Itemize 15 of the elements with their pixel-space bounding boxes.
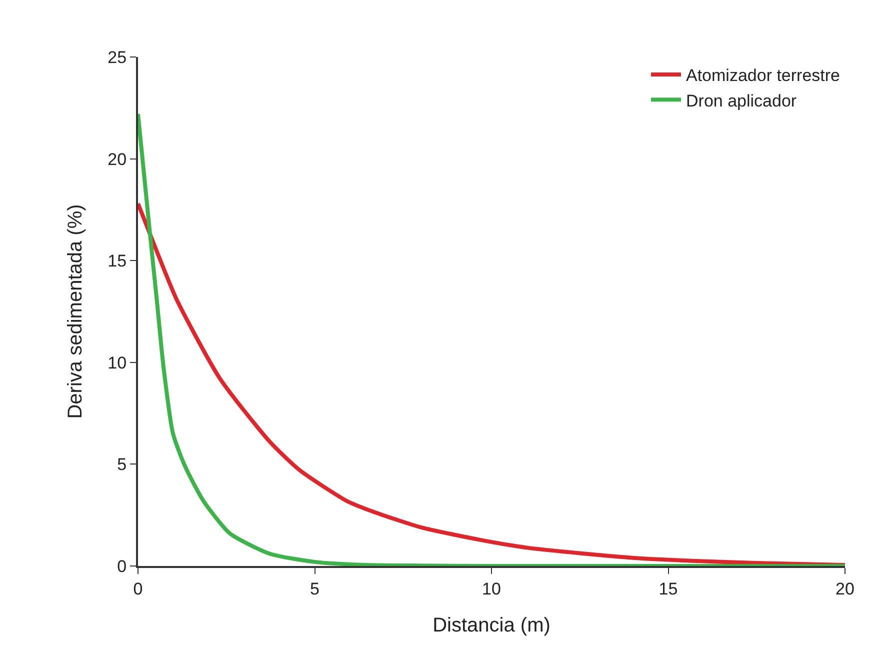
y-tick-label: 10 bbox=[108, 353, 127, 372]
y-tick-label: 20 bbox=[108, 150, 127, 169]
legend-label: Dron aplicador bbox=[686, 91, 797, 110]
y-tick-label: 25 bbox=[108, 48, 127, 67]
x-tick-label: 15 bbox=[658, 579, 678, 598]
x-tick-label: 10 bbox=[482, 579, 501, 598]
legend-label: Atomizador terrestre bbox=[686, 66, 840, 86]
y-axis-title: Deriva sedimentada (%) bbox=[64, 204, 87, 419]
x-axis-title: Distancia (m) bbox=[432, 614, 550, 636]
x-tick-label: 5 bbox=[310, 579, 320, 598]
y-tick-label: 0 bbox=[117, 556, 127, 576]
y-tick-label: 15 bbox=[108, 252, 127, 271]
x-tick-label: 20 bbox=[836, 579, 854, 598]
y-tick-label: 5 bbox=[117, 455, 127, 474]
x-tick-label: 0 bbox=[133, 579, 143, 598]
